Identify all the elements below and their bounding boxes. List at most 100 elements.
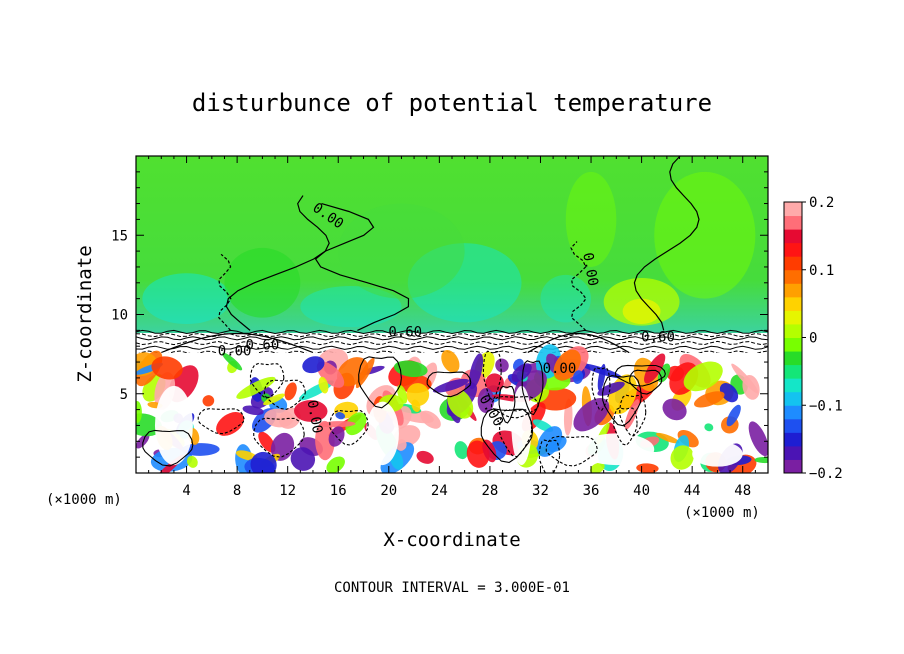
colorbar-segment bbox=[784, 405, 802, 420]
mixed-blob bbox=[318, 376, 329, 394]
contour-labels: 0.000.000.60 0.600.600.000.000.00 0.00 bbox=[218, 200, 675, 435]
mixed-blob bbox=[662, 398, 687, 421]
mixed-contour bbox=[482, 350, 502, 401]
inversion-contour bbox=[136, 345, 768, 350]
inversion-contour bbox=[136, 336, 768, 341]
colorbar-segment bbox=[784, 351, 802, 366]
x-tick-label: 28 bbox=[481, 483, 498, 499]
colorbar-tick-label: −0.2 bbox=[809, 466, 843, 482]
mixed-blob bbox=[485, 373, 504, 393]
quiet-patch bbox=[578, 433, 655, 466]
x-axis-label: X-coordinate bbox=[383, 529, 520, 551]
mixed-blob bbox=[511, 363, 532, 383]
upper-patch bbox=[300, 285, 402, 328]
contour-zero bbox=[314, 203, 410, 331]
mixed-blob bbox=[264, 408, 294, 428]
mixed-blob bbox=[655, 432, 680, 444]
mixed-blob bbox=[495, 358, 509, 373]
quiet-patch bbox=[154, 385, 193, 466]
mixed-contour bbox=[490, 395, 540, 419]
mixed-blob bbox=[393, 360, 428, 378]
mixed-blob bbox=[597, 363, 606, 391]
colorbar-segment bbox=[784, 215, 802, 230]
mixed-blob bbox=[294, 400, 328, 422]
mixed-blob bbox=[136, 401, 142, 423]
x-tick-label: 48 bbox=[734, 483, 751, 499]
mixed-blob bbox=[284, 382, 297, 401]
mixed-contour bbox=[545, 435, 598, 467]
mixed-blob bbox=[719, 383, 739, 403]
colorbar-tick-label: 0 bbox=[809, 331, 817, 347]
quiet-patch bbox=[366, 401, 399, 466]
mixed-blob bbox=[597, 381, 625, 396]
colorbar-segment bbox=[784, 283, 802, 298]
mixed-blob bbox=[263, 393, 285, 406]
colorbar-segment bbox=[784, 296, 802, 311]
x-tick-label: 4 bbox=[182, 483, 190, 499]
mixed-blob bbox=[553, 349, 581, 381]
colorbar bbox=[783, 201, 803, 474]
upper-patch bbox=[565, 171, 617, 267]
mixed-blob bbox=[482, 439, 497, 463]
y-tick-label: 10 bbox=[111, 308, 128, 324]
mixed-blob bbox=[315, 420, 335, 461]
colorbar-segment bbox=[784, 378, 802, 393]
colorbar-segment bbox=[784, 445, 802, 460]
mixed-contour bbox=[498, 385, 516, 424]
contour-label: 0.00 bbox=[579, 251, 601, 287]
colorbar-segment bbox=[784, 337, 802, 352]
inversion-hump bbox=[527, 332, 630, 354]
mixed-blob bbox=[355, 357, 375, 389]
colorbar-segment bbox=[784, 242, 802, 257]
x-unit-right: (×1000 m) bbox=[684, 505, 760, 521]
mixed-blob bbox=[572, 370, 584, 384]
x-tick-label: 8 bbox=[233, 483, 241, 499]
contour-zero bbox=[633, 156, 700, 331]
mixed-contour bbox=[499, 408, 533, 458]
mixed-blob bbox=[242, 405, 264, 416]
contour-negative bbox=[218, 253, 232, 331]
mixed-contour bbox=[629, 369, 663, 395]
mixed-blob bbox=[726, 404, 741, 427]
mixed-blob bbox=[748, 421, 768, 457]
mixed-blob bbox=[406, 383, 430, 407]
mixed-blob bbox=[432, 378, 469, 393]
mixed-blob bbox=[590, 462, 605, 473]
mixed-blob bbox=[186, 455, 198, 468]
colorbar-segment bbox=[784, 256, 802, 271]
upper-layer-patches bbox=[142, 171, 756, 328]
mixed-blob bbox=[420, 410, 441, 429]
upper-patch bbox=[224, 247, 301, 318]
mixed-blob bbox=[670, 445, 694, 470]
y-axis-label: Z-coordinate bbox=[74, 245, 96, 382]
contour-label: 0.00 bbox=[543, 361, 577, 377]
colorbar-segment bbox=[784, 229, 802, 244]
mixed-contour bbox=[358, 356, 402, 409]
x-unit-left: (×1000 m) bbox=[46, 492, 122, 508]
x-tick-label: 32 bbox=[532, 483, 549, 499]
y-tick-label: 5 bbox=[120, 387, 128, 403]
mixed-blob bbox=[202, 395, 215, 407]
mixed-blob bbox=[395, 439, 407, 451]
colorbar-segment bbox=[784, 310, 802, 325]
contour-label: 0.60 bbox=[388, 325, 422, 341]
x-tick-label: 40 bbox=[633, 483, 650, 499]
field-layer bbox=[136, 156, 768, 473]
mixed-blob bbox=[302, 356, 325, 374]
y-axis: 5 10 15 bbox=[111, 171, 768, 458]
upper-patch bbox=[338, 203, 465, 299]
mixed-contour bbox=[521, 360, 544, 416]
x-tick-label: 36 bbox=[583, 483, 600, 499]
mixed-blob bbox=[441, 349, 460, 373]
mixed-contour bbox=[619, 394, 647, 437]
mixed-blob bbox=[235, 450, 258, 461]
mixed-contour bbox=[329, 409, 369, 446]
x-tick-label: 24 bbox=[431, 483, 448, 499]
x-tick-label: 20 bbox=[380, 483, 397, 499]
colorbar-ticks: 0.2 0.1 0 −0.1 −0.2 bbox=[802, 195, 843, 482]
upper-patch bbox=[142, 273, 231, 325]
contour-negative bbox=[570, 241, 587, 331]
quiet-patch bbox=[692, 441, 743, 467]
contour-interval-note: CONTOUR INTERVAL = 3.000E-01 bbox=[334, 580, 570, 596]
